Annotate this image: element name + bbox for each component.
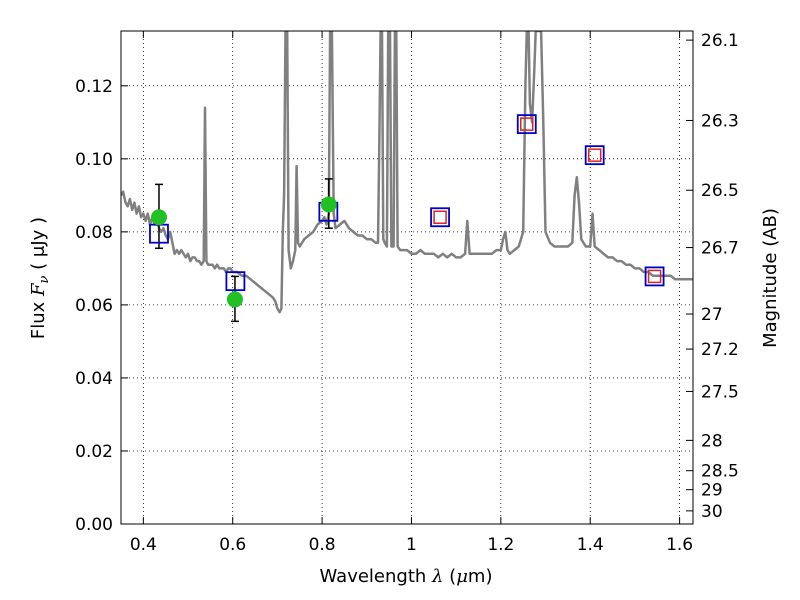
y2-tick-label: 27.5 — [701, 382, 739, 402]
plot-frame — [120, 30, 694, 525]
y2-tick-label: 28 — [701, 431, 723, 451]
y2-tick-label: 27 — [701, 305, 723, 325]
y-axis-label-subscript: ν — [37, 275, 52, 283]
model-square — [430, 207, 450, 228]
y-tick-label: 0.00 — [75, 515, 113, 535]
x-axis-label-unit-open: ( — [443, 566, 456, 587]
x-tick-labels: 0.4 0.6 0.8 1 1.2 1.4 1.6 — [130, 535, 693, 555]
y-tick-label: 0.04 — [75, 369, 113, 389]
observed-point — [226, 291, 243, 308]
spectrum-line — [121, 31, 693, 314]
model-square-inner — [647, 269, 662, 284]
y-tick-label: 0.12 — [75, 77, 113, 97]
model-square — [516, 114, 537, 135]
y-axis-label-prefix: Flux — [28, 296, 49, 339]
y-axis-label: Flux Fν ( μJy ) — [28, 217, 52, 339]
observed-points — [150, 196, 337, 308]
x-axis-label: Wavelength λ (μm) — [320, 566, 493, 587]
grid-lines — [121, 31, 693, 525]
y-tick-label: 0.02 — [75, 442, 113, 462]
y2-tick-label: 26.5 — [701, 181, 739, 201]
x-tick-label: 1.2 — [487, 535, 514, 555]
x-tick-label: 1.4 — [577, 535, 604, 555]
model-square — [584, 145, 605, 166]
model-square-inner — [520, 117, 534, 131]
y-tick-label: 0.10 — [75, 150, 113, 170]
observed-point — [320, 196, 337, 213]
model-squares — [149, 114, 665, 292]
model-square-inner — [587, 148, 602, 162]
x-axis-label-unit-rest: m) — [468, 566, 493, 587]
x-axis-label-symbol: λ — [431, 566, 443, 587]
observed-point — [150, 209, 167, 226]
y-axis-label-symbol: F — [28, 282, 49, 297]
x-tick-label: 1.6 — [666, 535, 693, 555]
y-tick-label: 0.06 — [75, 296, 113, 316]
x-tick-label: 0.8 — [309, 535, 336, 555]
spectrum-layer — [121, 31, 693, 314]
tick-marks — [121, 31, 693, 525]
model-square — [225, 271, 246, 292]
y2-tick-label: 26.3 — [701, 111, 739, 131]
y2-tick-label: 26.7 — [701, 239, 739, 259]
y2-tick-label: 30 — [701, 502, 723, 522]
model-square-inner — [433, 210, 447, 224]
y2-tick-label: 26.1 — [701, 31, 739, 51]
y2-tick-label: 29 — [701, 481, 723, 501]
x-tick-label: 1 — [406, 535, 417, 555]
y-tick-label: 0.08 — [75, 223, 113, 243]
y2-tick-label: 27.2 — [701, 340, 739, 360]
model-square — [644, 266, 665, 287]
x-axis-label-unit-mu: μ — [456, 566, 468, 587]
y2-tick-label: 28.5 — [701, 462, 739, 482]
x-tick-label: 0.4 — [130, 535, 157, 555]
y-axis-label-unit: ( μJy ) — [28, 217, 49, 276]
x-tick-label: 0.6 — [219, 535, 246, 555]
y-tick-labels: 0.00 0.02 0.04 0.06 0.08 0.10 0.12 — [75, 77, 113, 535]
x-axis-label-prefix: Wavelength — [320, 566, 433, 587]
y2-axis-label: Magnitude (AB) — [760, 208, 781, 348]
